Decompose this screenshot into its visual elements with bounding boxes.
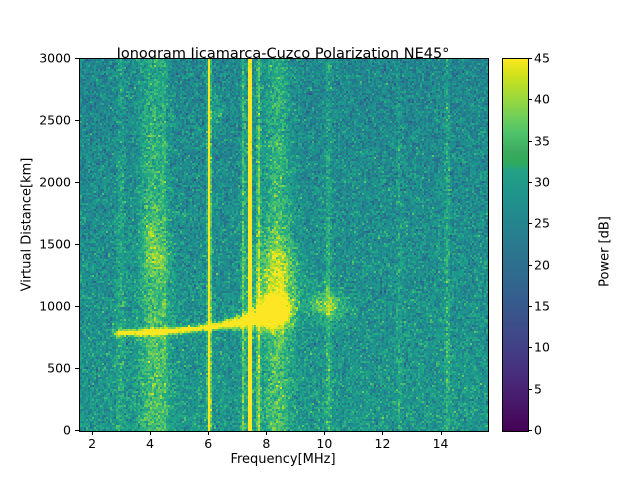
colorbar-label: Power [dB]: [597, 216, 613, 287]
colorbar-tick-mark: [528, 306, 532, 307]
colorbar-tick-label: 45: [534, 50, 550, 66]
colorbar-tick-label: 30: [534, 174, 550, 190]
y-tick-label: 0: [63, 422, 71, 438]
y-tick-mark: [75, 306, 79, 307]
y-tick-label: 2000: [39, 174, 71, 190]
x-tick-label: 8: [262, 436, 271, 451]
x-tick-label: 4: [146, 436, 155, 451]
y-tick-mark: [75, 182, 79, 183]
x-tick-mark: [208, 431, 210, 435]
colorbar-tick-label: 40: [534, 91, 550, 107]
x-tick-mark: [92, 431, 94, 435]
colorbar-tick-label: 0: [534, 422, 542, 438]
y-tick-mark: [75, 120, 79, 121]
y-axis-ticks: 0 500 1000 1500 2000 2500 3000: [0, 0, 71, 480]
colorbar-tick-label: 20: [534, 257, 550, 273]
y-tick-label: 1500: [39, 236, 71, 252]
x-tick-label: 14: [432, 436, 449, 451]
x-tick-label: 10: [316, 436, 333, 451]
colorbar-tick-label: 35: [534, 133, 550, 149]
x-tick-label: 6: [204, 436, 213, 451]
y-axis-label: Virtual Distance[km]: [19, 157, 35, 292]
y-tick-mark: [75, 368, 79, 369]
colorbar-tick-mark: [528, 264, 532, 266]
x-tick-mark: [324, 431, 326, 435]
x-tick-label: 12: [374, 436, 391, 451]
colorbar-tick-mark: [528, 99, 532, 101]
colorbar-tick-mark: [528, 430, 532, 431]
colorbar-tick-label: 5: [534, 381, 542, 397]
y-tick-label: 1000: [39, 298, 71, 314]
y-tick-label: 3000: [39, 50, 71, 66]
x-tick-mark: [266, 431, 268, 435]
colorbar-tick-mark: [528, 182, 532, 183]
y-tick-label: 2500: [39, 112, 71, 128]
y-tick-mark: [75, 244, 79, 245]
y-tick-label: 500: [47, 360, 71, 376]
colorbar-tick-mark: [528, 388, 532, 390]
colorbar-tick-mark: [528, 58, 532, 59]
colorbar-gradient: [502, 58, 529, 432]
colorbar-tick-mark: [528, 140, 532, 142]
colorbar-tick-mark: [528, 347, 532, 349]
colorbar-tick-label: 25: [534, 215, 550, 231]
x-tick-mark: [382, 431, 384, 435]
x-tick-mark: [440, 431, 442, 435]
ionogram-heatmap: [80, 59, 488, 431]
x-tick-mark: [150, 431, 152, 435]
x-tick-label: 2: [88, 436, 97, 451]
ionogram-plot-area: [79, 58, 489, 432]
colorbar-tick-label: 15: [534, 298, 550, 314]
y-tick-mark: [75, 430, 79, 431]
y-tick-mark: [75, 58, 79, 59]
colorbar-tick-mark: [528, 223, 532, 225]
x-axis-label: Frequency[MHz]: [230, 452, 336, 467]
colorbar-tick-label: 10: [534, 339, 550, 355]
